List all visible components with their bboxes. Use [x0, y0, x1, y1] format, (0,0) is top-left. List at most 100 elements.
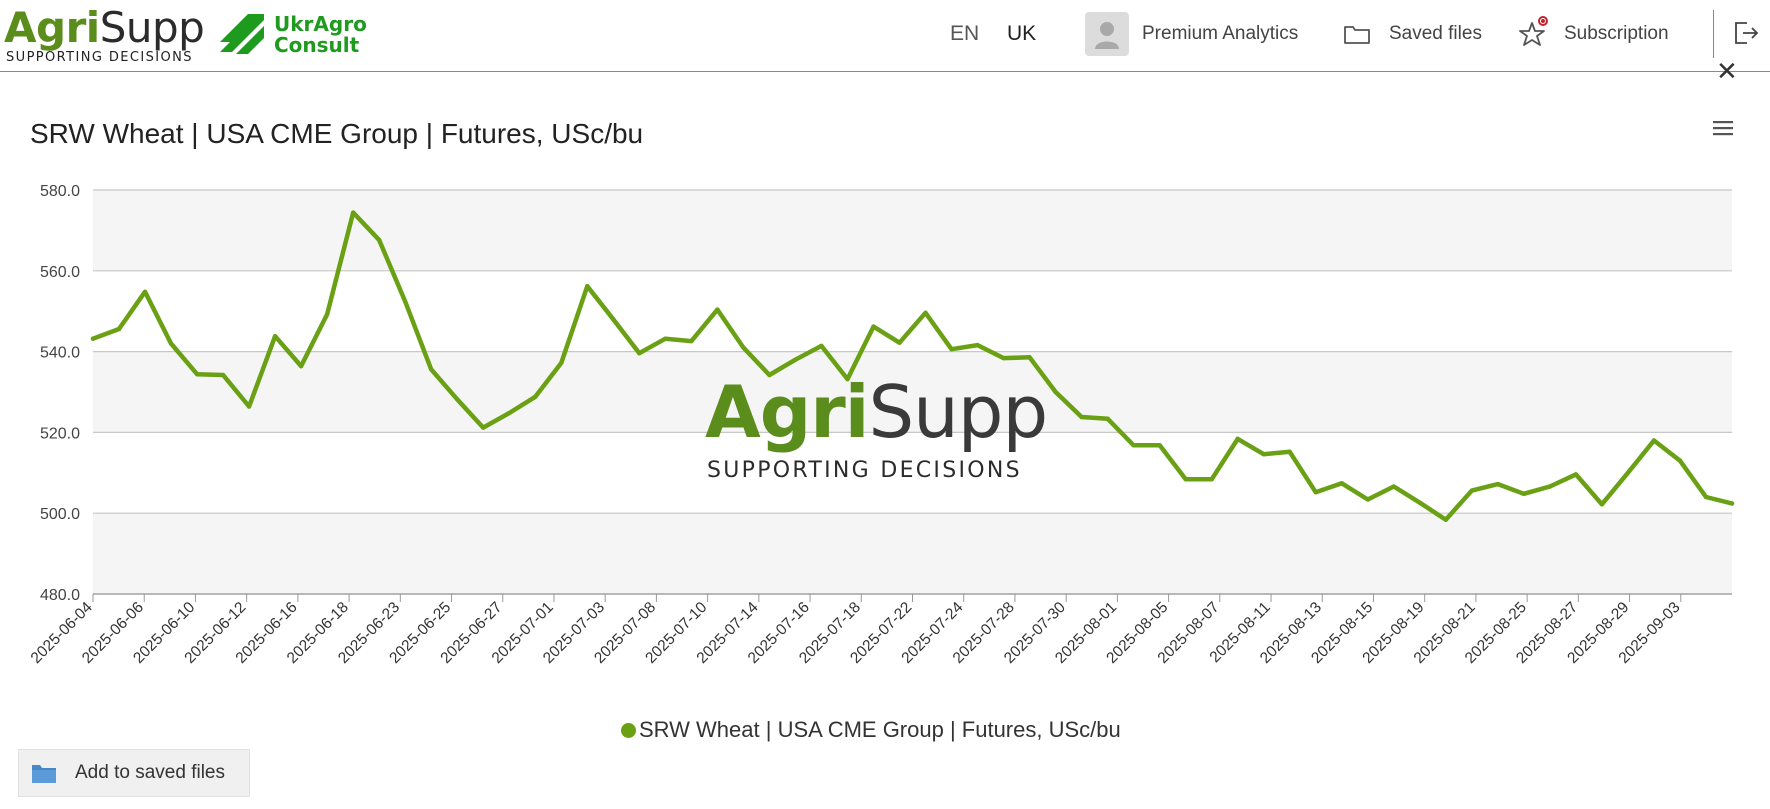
data-point[interactable]: [116, 326, 122, 332]
data-point[interactable]: [767, 372, 772, 378]
data-point[interactable]: [1625, 470, 1631, 475]
star-icon: [1518, 16, 1548, 48]
data-point[interactable]: [272, 334, 278, 339]
legend-marker: [621, 722, 636, 738]
data-point[interactable]: [1339, 481, 1344, 486]
language-uk-link[interactable]: UK: [1007, 22, 1037, 45]
data-point[interactable]: [533, 394, 538, 400]
data-point[interactable]: [1573, 472, 1579, 477]
data-point[interactable]: [429, 367, 434, 372]
data-point[interactable]: [1131, 443, 1136, 448]
data-point[interactable]: [1417, 500, 1423, 505]
data-point[interactable]: [90, 336, 96, 341]
data-point[interactable]: [1209, 477, 1214, 482]
data-point[interactable]: [1469, 488, 1475, 493]
data-point[interactable]: [1261, 452, 1266, 457]
chart-title: SRW Wheat | USA CME Group | Futures, USc…: [30, 118, 644, 149]
data-point[interactable]: [585, 283, 590, 289]
data-point[interactable]: [142, 289, 148, 295]
y-tick-label: 520.0: [40, 425, 80, 442]
data-point[interactable]: [1079, 414, 1084, 420]
x-axis-tick-labels: 2025-06-042025-06-062025-06-102025-06-12…: [28, 594, 1684, 667]
close-icon[interactable]: ✕: [1716, 56, 1738, 86]
data-point[interactable]: [455, 397, 460, 402]
ukragroconsult-logo[interactable]: UkrAgro Consult: [218, 10, 368, 58]
data-point[interactable]: [871, 324, 876, 329]
data-point[interactable]: [1391, 484, 1396, 489]
agrisupp-logo[interactable]: AgriSupp SUPPORTING DECISIONS: [4, 2, 205, 66]
language-en-link[interactable]: EN: [950, 22, 980, 45]
data-point[interactable]: [507, 410, 512, 416]
data-point[interactable]: [637, 351, 642, 356]
plot-band: [93, 351, 1732, 433]
data-point[interactable]: [741, 345, 746, 350]
data-point[interactable]: [168, 341, 174, 346]
chart-legend[interactable]: SRW Wheat | USA CME Group | Futures, USc…: [621, 717, 1121, 743]
y-tick-label: 540.0: [40, 345, 80, 362]
premium-analytics-label: Premium Analytics: [1142, 23, 1299, 44]
data-point[interactable]: [1027, 355, 1032, 360]
add-to-saved-files-label: Add to saved files: [75, 762, 225, 783]
data-point[interactable]: [1183, 477, 1188, 482]
data-point[interactable]: [611, 317, 616, 322]
data-point[interactable]: [376, 237, 382, 243]
data-point[interactable]: [1495, 481, 1501, 487]
data-point[interactable]: [1547, 484, 1553, 489]
data-point[interactable]: [481, 425, 486, 430]
data-point[interactable]: [1365, 497, 1370, 502]
data-point[interactable]: [194, 372, 200, 377]
line-chart: 480.0 500.0 520.0 540.0 560.0 580.0 2025-06-0…: [28, 183, 1735, 667]
data-point[interactable]: [1651, 438, 1657, 443]
folder-icon: [31, 762, 57, 784]
data-point[interactable]: [689, 338, 694, 344]
data-point[interactable]: [975, 342, 980, 348]
y-tick-label: 480.0: [40, 587, 80, 604]
data-point[interactable]: [298, 363, 304, 369]
data-point[interactable]: [324, 312, 330, 317]
premium-analytics-link[interactable]: Premium Analytics: [1085, 10, 1298, 58]
data-point[interactable]: [897, 340, 902, 345]
avatar-icon: [1085, 12, 1129, 56]
data-point[interactable]: [1521, 491, 1527, 497]
data-point[interactable]: [402, 299, 408, 304]
data-point[interactable]: [663, 336, 668, 341]
data-point[interactable]: [350, 210, 356, 215]
subscription-label: Subscription: [1564, 23, 1669, 44]
series-line[interactable]: [90, 210, 1735, 522]
watermark-tagline: SUPPORTING DECISIONS: [707, 458, 1022, 483]
data-point[interactable]: [1729, 501, 1735, 506]
top-navigation-bar: AgriSupp SUPPORTING DECISIONS UkrAgro Co…: [0, 0, 1770, 72]
data-point[interactable]: [1703, 494, 1709, 500]
data-point[interactable]: [1287, 449, 1292, 454]
data-point[interactable]: [1235, 436, 1240, 442]
header-divider: [1713, 10, 1714, 58]
data-point[interactable]: [793, 357, 798, 362]
data-point[interactable]: [1313, 489, 1318, 495]
plot-band: [93, 190, 1732, 271]
add-to-saved-files-button[interactable]: Add to saved files: [18, 749, 250, 797]
data-point[interactable]: [1157, 443, 1162, 448]
data-point[interactable]: [220, 372, 226, 378]
data-point[interactable]: [1001, 355, 1006, 361]
subscription-link[interactable]: Subscription: [1518, 10, 1669, 58]
data-point[interactable]: [246, 404, 252, 409]
data-point[interactable]: [923, 310, 928, 316]
data-point[interactable]: [1105, 416, 1110, 421]
data-point[interactable]: [559, 360, 564, 366]
data-point[interactable]: [1443, 517, 1449, 522]
saved-files-label: Saved files: [1389, 23, 1482, 44]
notification-badge: [1538, 16, 1548, 26]
data-point[interactable]: [715, 307, 720, 312]
data-point[interactable]: [1677, 458, 1683, 463]
y-tick-label: 560.0: [40, 264, 80, 281]
data-point[interactable]: [1053, 389, 1058, 395]
data-point[interactable]: [845, 376, 850, 382]
saved-files-link[interactable]: Saved files: [1343, 10, 1482, 58]
data-point[interactable]: [949, 346, 954, 352]
logout-icon[interactable]: [1733, 20, 1759, 51]
data-point[interactable]: [1599, 502, 1605, 507]
data-point[interactable]: [819, 343, 824, 349]
agrisupp-watermark: AgriSupp SUPPORTING DECISIONS: [705, 372, 1065, 492]
ukragro-stripes-icon: [220, 14, 264, 54]
hamburger-menu-icon[interactable]: [1713, 120, 1733, 141]
